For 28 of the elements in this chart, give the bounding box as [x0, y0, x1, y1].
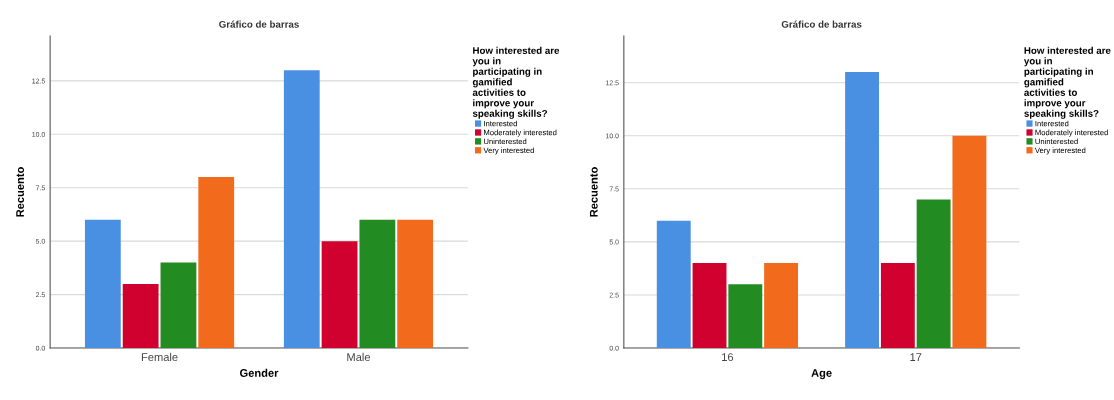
chart-title: Gráfico de barras	[219, 20, 299, 28]
x-tick-label: Male	[347, 352, 371, 362]
chart-title: Gráfico de barras	[781, 20, 862, 28]
x-tick-label: 16	[722, 353, 734, 362]
legend-title: How interested are you in participating in gamified activities to improve your speaking skills?	[472, 46, 560, 119]
x-tick-label: 17	[910, 353, 922, 361]
bar	[283, 70, 320, 348]
bar	[916, 199, 951, 348]
bar	[84, 219, 121, 348]
bar	[656, 220, 691, 348]
bar	[198, 177, 235, 348]
bar	[122, 283, 159, 348]
x-tick-label: Female	[141, 352, 178, 362]
bar	[397, 219, 434, 348]
legend-title: How interested are you in participating in gamified activities to improve your speaking skills?	[1023, 46, 1111, 119]
y-axis-title: Recuento	[589, 167, 598, 217]
bar	[692, 263, 727, 348]
bar	[880, 263, 915, 348]
bar	[359, 219, 396, 348]
bar	[321, 241, 358, 348]
bar	[952, 135, 987, 348]
bar	[728, 284, 763, 348]
bar	[160, 262, 197, 348]
x-axis-title: Gender	[240, 368, 279, 377]
bar	[845, 72, 880, 348]
x-axis-title: Age	[811, 369, 832, 380]
y-axis-title: Recuento	[16, 167, 24, 217]
bar	[764, 263, 799, 348]
